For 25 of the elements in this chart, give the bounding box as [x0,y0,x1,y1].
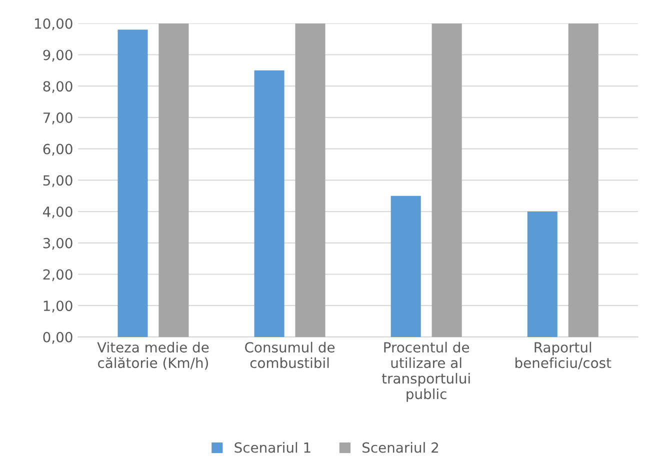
y-tick-label: 7,00 [43,112,72,124]
bar [390,196,421,337]
y-tick-label: 0,00 [43,332,72,344]
bar [527,212,558,337]
x-tick-label: Procentul de utilizare al transportului public [382,342,470,402]
bar [432,23,462,337]
y-tick-label: 5,00 [43,175,72,188]
bar [568,23,598,337]
y-tick-label: 2,00 [43,269,72,282]
y-tick-label: 4,00 [43,206,72,218]
x-tick-label: Consumul de combustibil [245,342,335,368]
bar [118,30,148,337]
y-tick-label: 1,00 [44,300,72,312]
bar [158,23,189,337]
y-tick-label: 9,00 [43,50,72,62]
y-tick-label: 10,00 [35,18,72,30]
x-tick-label: Raportul beneficiu/cost [516,342,612,370]
bar [295,23,326,337]
bar [254,70,284,337]
legend-label: Scenariul 2 [362,442,438,453]
legend-label: Scenariul 1 [234,442,310,453]
x-tick-label: Viteza medie de călătorie (Km/h) [97,342,209,370]
y-tick-label: 3,00 [43,238,72,250]
y-tick-label: 6,00 [43,144,72,156]
y-tick-label: 8,00 [43,81,72,94]
